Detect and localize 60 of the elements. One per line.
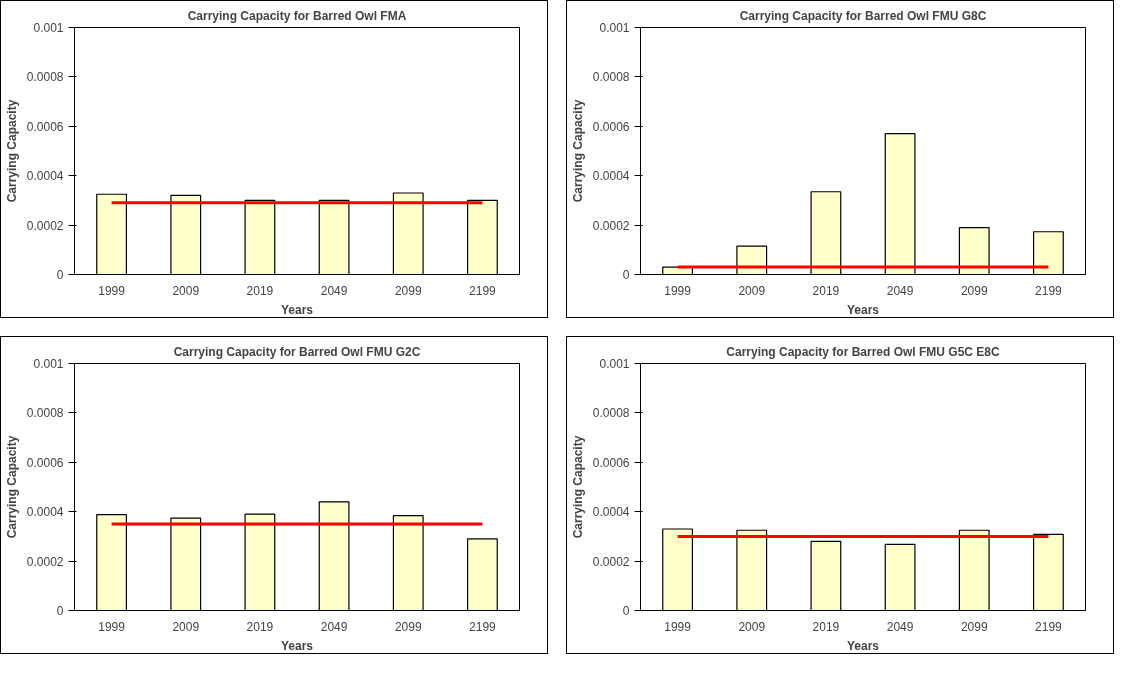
y-tick-label: 0.0002 xyxy=(592,218,630,233)
x-tick-label: 2049 xyxy=(886,283,914,298)
y-tick-label: 0.001 xyxy=(599,21,630,35)
y-tick-label: 0 xyxy=(56,604,64,618)
y-tick-label: 0.0006 xyxy=(26,455,64,470)
chart-title: Carrying Capacity for Barred Owl FMA xyxy=(187,8,407,23)
y-tick-label: 0.0004 xyxy=(26,169,64,184)
x-tick-label: 2099 xyxy=(960,283,988,298)
x-tick-label: 2099 xyxy=(394,283,422,298)
y-tick-label: 0.0006 xyxy=(26,119,64,134)
x-tick-label: 2009 xyxy=(738,283,766,298)
y-tick-label: 0.0004 xyxy=(592,169,630,184)
x-tick-label: 2009 xyxy=(172,283,200,298)
x-tick-label: 1999 xyxy=(664,283,692,298)
x-tick-label: 2099 xyxy=(960,619,988,634)
y-axis-title: Carrying Capacity xyxy=(4,435,19,539)
x-axis-title: Years xyxy=(280,302,314,317)
x-axis-title: Years xyxy=(846,638,880,653)
y-tick-label: 0.0008 xyxy=(592,70,630,85)
x-tick-label: 2019 xyxy=(246,619,274,634)
x-tick-label: 2019 xyxy=(246,283,274,298)
y-axis-title: Carrying Capacity xyxy=(570,99,585,203)
y-tick-label: 0.0004 xyxy=(26,505,64,520)
x-tick-label: 2049 xyxy=(320,283,348,298)
y-tick-label: 0.0006 xyxy=(592,455,630,470)
y-tick-label: 0 xyxy=(622,604,630,618)
x-tick-label: 2019 xyxy=(812,619,840,634)
chart-title: Carrying Capacity for Barred Owl FMU G2C xyxy=(173,344,421,359)
x-tick-label: 2099 xyxy=(394,619,422,634)
y-tick-label: 0.0008 xyxy=(592,406,630,421)
y-axis-title: Carrying Capacity xyxy=(570,435,585,539)
y-tick-label: 0.0006 xyxy=(592,119,630,134)
x-tick-label: 2199 xyxy=(469,283,497,298)
y-tick-label: 0.0002 xyxy=(592,554,630,569)
y-tick-label: 0 xyxy=(622,268,630,282)
x-tick-label: 2199 xyxy=(469,619,497,634)
x-tick-label: 2049 xyxy=(886,619,914,634)
x-tick-label: 2009 xyxy=(172,619,200,634)
x-tick-label: 2049 xyxy=(320,619,348,634)
y-tick-label: 0.001 xyxy=(599,357,630,371)
y-tick-label: 0.0002 xyxy=(26,218,64,233)
x-tick-label: 1999 xyxy=(98,283,126,298)
x-tick-label: 1999 xyxy=(664,619,692,634)
y-tick-label: 0.0004 xyxy=(592,505,630,520)
y-tick-label: 0.0008 xyxy=(26,406,64,421)
y-tick-label: 0.001 xyxy=(33,357,64,371)
x-tick-label: 1999 xyxy=(98,619,126,634)
y-axis-title: Carrying Capacity xyxy=(4,99,19,203)
y-tick-label: 0 xyxy=(56,268,64,282)
x-tick-label: 2199 xyxy=(1035,283,1063,298)
x-axis-title: Years xyxy=(280,638,314,653)
y-tick-label: 0.001 xyxy=(33,21,64,35)
x-tick-label: 2019 xyxy=(812,283,840,298)
y-tick-label: 0.0008 xyxy=(26,70,64,85)
x-tick-label: 2009 xyxy=(738,619,766,634)
x-tick-label: 2199 xyxy=(1035,619,1063,634)
x-axis-title: Years xyxy=(846,302,880,317)
chart-title: Carrying Capacity for Barred Owl FMU G5C E8C xyxy=(726,344,1001,359)
y-tick-label: 0.0002 xyxy=(26,554,64,569)
chart-title: Carrying Capacity for Barred Owl FMU G8C xyxy=(739,8,987,23)
